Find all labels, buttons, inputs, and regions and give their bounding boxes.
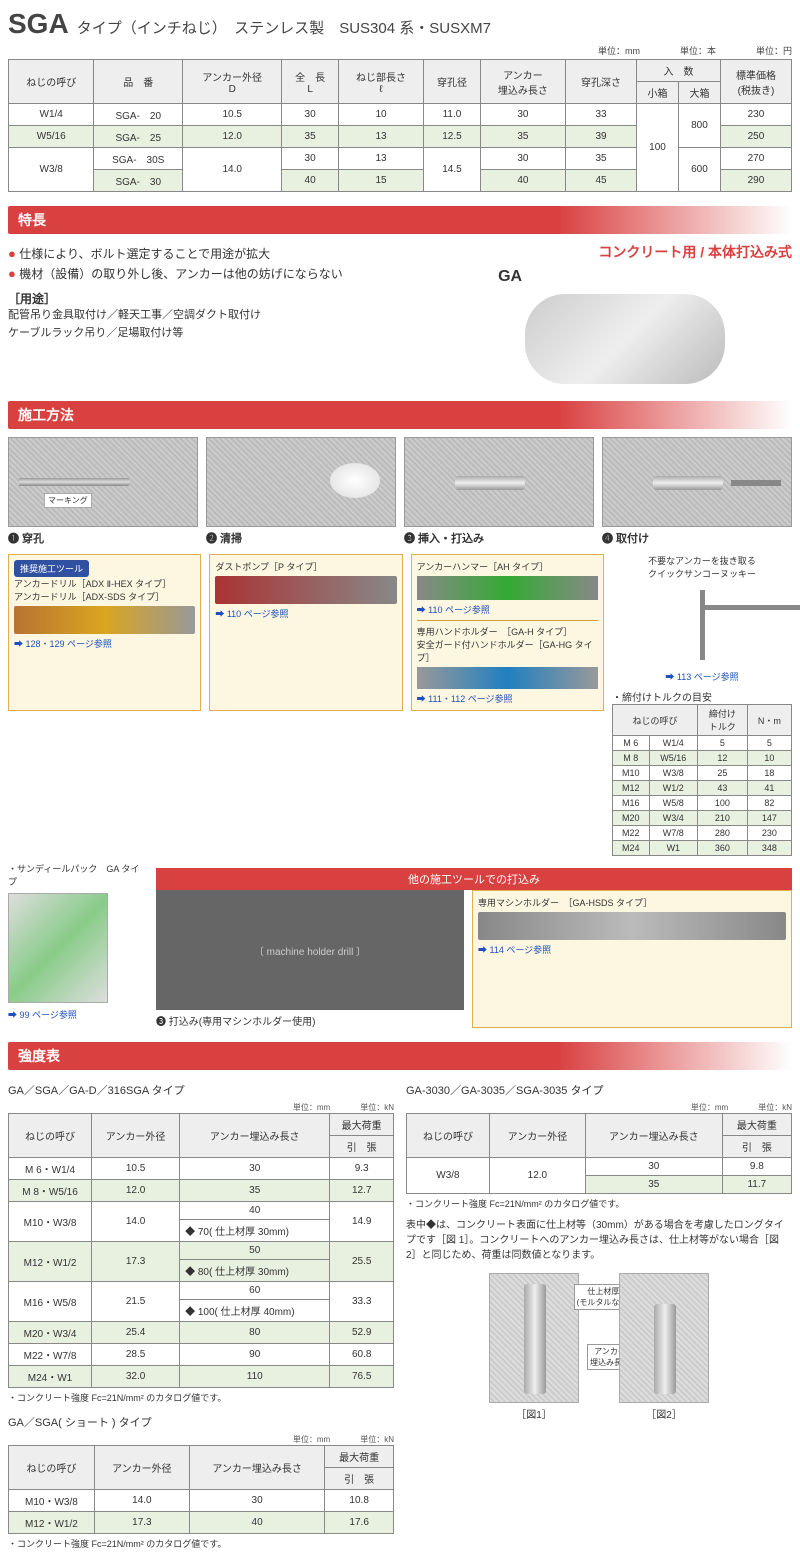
red-header: コンクリート用 / 本体打込み式 <box>458 242 792 262</box>
title-main: SGA <box>8 8 69 40</box>
ga-bolt-image <box>525 294 725 384</box>
strength-table-1: ねじの呼び アンカー外径 アンカー埋込み長さ 最大荷重 引 張 M 6・W1/4… <box>8 1113 394 1388</box>
holder-image <box>417 667 598 689</box>
torque-header: ・締付けトルクの目安 <box>612 689 792 704</box>
dust-ref: 110 ページ参照 <box>215 607 396 620</box>
th-tlen: ねじ部長さ ℓ <box>338 60 423 104</box>
ga-label: GA <box>498 268 792 286</box>
strength-right: GA-3030／GA-3035／SGA-3035 タイプ 単位：mm単位：kN … <box>406 1078 792 1550</box>
strength-table-2: ねじの呼び アンカー外径 アンカー埋込み長さ 最大荷重 引 張 M10・W3/8… <box>8 1445 394 1534</box>
sandy-pack: ・サンディールパック GA タイプ 99 ページ参照 <box>8 862 148 1021</box>
remover-image <box>652 585 752 665</box>
usage-1: 配管吊り金具取付け／軽天工事／空調ダクト取付け <box>8 307 442 325</box>
drill-1: アンカードリル［ADX Ⅱ-HEX タイプ］ <box>14 577 195 590</box>
sandy-title: ・サンディールパック GA タイプ <box>8 862 148 888</box>
th-dia: アンカー外径 D <box>183 60 282 104</box>
remover-header: 不要なアンカーを抜き取る クイックサンコーヌッキー <box>612 554 792 580</box>
torque-th2: 締付け トルク <box>698 705 748 736</box>
torque-th3: N・m <box>747 705 791 736</box>
strength-title-2: GA／SGA( ショート ) タイプ <box>8 1414 394 1430</box>
diagram-1: 仕上材厚 (モルタルなど) アンカー 埋込み長さ ［図1］ <box>489 1273 579 1421</box>
note-1: ・コンクリート強度 Fc=21N/mm² のカタログ値です。 <box>8 1391 394 1404</box>
drill-2: アンカードリル［ADX-SDS タイプ］ <box>14 590 195 603</box>
tool-hammer: アンカーハンマー［AH タイプ］ 110 ページ参照 専用ハンドホルダー ［GA… <box>411 554 604 711</box>
th-qty-s: 小箱 <box>637 82 679 104</box>
feature-2: ● 機材（設備）の取り外し後、アンカーは他の妨げにならない <box>8 265 442 282</box>
section-features: 特長 <box>8 206 792 234</box>
diagram-note: 表中◆は、コンクリート表面に仕上材等（30mm）がある場合を考慮したロングタイプ… <box>406 1218 792 1263</box>
holder-m-box: 専用マシンホルダー ［GA-HSDS タイプ］ 114 ページ参照 <box>472 890 792 1028</box>
diagrams: 仕上材厚 (モルタルなど) アンカー 埋込み長さ ［図1］ ［図2］ <box>406 1273 792 1421</box>
strength-left: GA／SGA／GA-D／316SGA タイプ 単位：mm単位：kN ねじの呼び … <box>8 1078 394 1550</box>
th-thread: ねじの呼び <box>9 60 94 104</box>
diagram-2: ［図2］ <box>619 1273 709 1421</box>
note-2: ・コンクリート強度 Fc=21N/mm² のカタログ値です。 <box>8 1537 394 1550</box>
drill-image <box>14 606 195 634</box>
tool-drill: 推奨施工ツール アンカードリル［ADX Ⅱ-HEX タイプ］ アンカードリル［A… <box>8 554 201 711</box>
unit-hon: 単位：本 <box>680 44 716 57</box>
th-qty: 入 数 <box>637 60 721 82</box>
machine-image: 〔 machine holder drill 〕 <box>156 890 464 1010</box>
title-sub: タイプ（インチねじ） ステンレス製 SUS304 系・SUSXM7 <box>77 17 491 38</box>
th-len: 全 長 L <box>282 60 338 104</box>
torque-table: ねじの呼び 締付け トルク N・m M 6W1/455M 8W5/161210M… <box>612 704 792 856</box>
features-left: ● 仕様により、ボルト選定することで用途が拡大 ● 機材（設備）の取り外し後、ア… <box>8 242 442 387</box>
step-1-label: ❶ 穿孔 <box>8 530 198 546</box>
tool-row: 推奨施工ツール アンカードリル［ADX Ⅱ-HEX タイプ］ アンカードリル［A… <box>8 554 604 711</box>
hammer-label: アンカーハンマー［AH タイプ］ <box>417 560 598 573</box>
features-right: コンクリート用 / 本体打込み式 GA <box>458 242 792 387</box>
step-2-label: ❷ 清掃 <box>206 530 396 546</box>
hammer-image <box>417 576 598 600</box>
other-tools-bar: 他の施工ツールでの打込み <box>156 868 792 890</box>
sandy-ref: 99 ページ参照 <box>8 1008 148 1021</box>
drill-ref: 128・129 ページ参照 <box>14 637 195 650</box>
step-3: ❸ 挿入・打込み <box>404 437 594 546</box>
spec-table: ねじの呼び 品 番 アンカー外径 D 全 長 L ねじ部長さ ℓ 穿孔径 アンカ… <box>8 59 792 192</box>
feature-1: ● 仕様により、ボルト選定することで用途が拡大 <box>8 245 442 262</box>
step-2: ❷ 清掃 <box>206 437 396 546</box>
holder-m-ref: 114 ページ参照 <box>478 943 786 956</box>
steps-row: マーキング ❶ 穿孔 ❷ 清掃 ❸ 挿入・打込み ❹ 取付け <box>8 437 792 546</box>
step-4: ❹ 取付け <box>602 437 792 546</box>
unit-yen: 単位：円 <box>756 44 792 57</box>
tool-badge: 推奨施工ツール <box>14 560 89 577</box>
th-hole: 穿孔径 <box>424 60 480 104</box>
remover-ref: 113 ページ参照 <box>612 670 792 683</box>
step-3-label: ❸ 挿入・打込み <box>404 530 594 546</box>
strength-table-3: ねじの呼び アンカー外径 アンカー埋込み長さ 最大荷重 引 張 W3/812.0… <box>406 1113 792 1194</box>
step-4-label: ❹ 取付け <box>602 530 792 546</box>
unit-mm: 単位：mm <box>598 44 640 57</box>
step-1: マーキング ❶ 穿孔 <box>8 437 198 546</box>
dust-image <box>215 576 396 604</box>
machine-caption: ❸ 打込み(専用マシンホルダー使用) <box>156 1013 464 1028</box>
fig1-caption: ［図1］ <box>489 1406 579 1421</box>
fig2-caption: ［図2］ <box>619 1406 709 1421</box>
remover-box: 不要なアンカーを抜き取る クイックサンコーヌッキー 113 ページ参照 <box>612 554 792 683</box>
holder-ref: 111・112 ページ参照 <box>417 692 598 705</box>
th-part: 品 番 <box>94 60 183 104</box>
machine-area: 他の施工ツールでの打込み 〔 machine holder drill 〕 ❸ … <box>156 862 792 1028</box>
th-depth: 穿孔深さ <box>566 60 637 104</box>
usage-header: ［用途］ <box>8 290 442 307</box>
note-3: ・コンクリート強度 Fc=21N/mm² のカタログ値です。 <box>406 1197 792 1210</box>
th-price: 標準価格 (税抜き) <box>720 60 791 104</box>
sandy-image <box>8 893 108 1003</box>
tool-dust: ダストポンプ［P タイプ］ 110 ページ参照 <box>209 554 402 711</box>
section-method: 施工方法 <box>8 401 792 429</box>
strength-title-1: GA／SGA／GA-D／316SGA タイプ <box>8 1082 394 1098</box>
th-embed: アンカー 埋込み長さ <box>480 60 565 104</box>
usage-2: ケーブルラック吊り／足場取付け等 <box>8 325 442 343</box>
hammer-ref: 110 ページ参照 <box>417 603 598 616</box>
holder-label: 専用ハンドホルダー ［GA-H タイプ］ 安全ガード付ハンドホルダー［GA-HG… <box>417 620 598 664</box>
units-row: 単位：mm 単位：本 単位：円 <box>8 44 792 57</box>
torque-th1: ねじの呼び <box>613 705 698 736</box>
th-qty-l: 大箱 <box>678 82 720 104</box>
holder-m-image <box>478 912 786 940</box>
section-strength: 強度表 <box>8 1042 792 1070</box>
holder-m-label: 専用マシンホルダー ［GA-HSDS タイプ］ <box>478 896 786 909</box>
page-title: SGA タイプ（インチねじ） ステンレス製 SUS304 系・SUSXM7 <box>8 8 792 40</box>
right-column: 不要なアンカーを抜き取る クイックサンコーヌッキー 113 ページ参照 ・締付け… <box>612 554 792 856</box>
dust-label: ダストポンプ［P タイプ］ <box>215 560 396 573</box>
strength-title-3: GA-3030／GA-3035／SGA-3035 タイプ <box>406 1082 792 1098</box>
